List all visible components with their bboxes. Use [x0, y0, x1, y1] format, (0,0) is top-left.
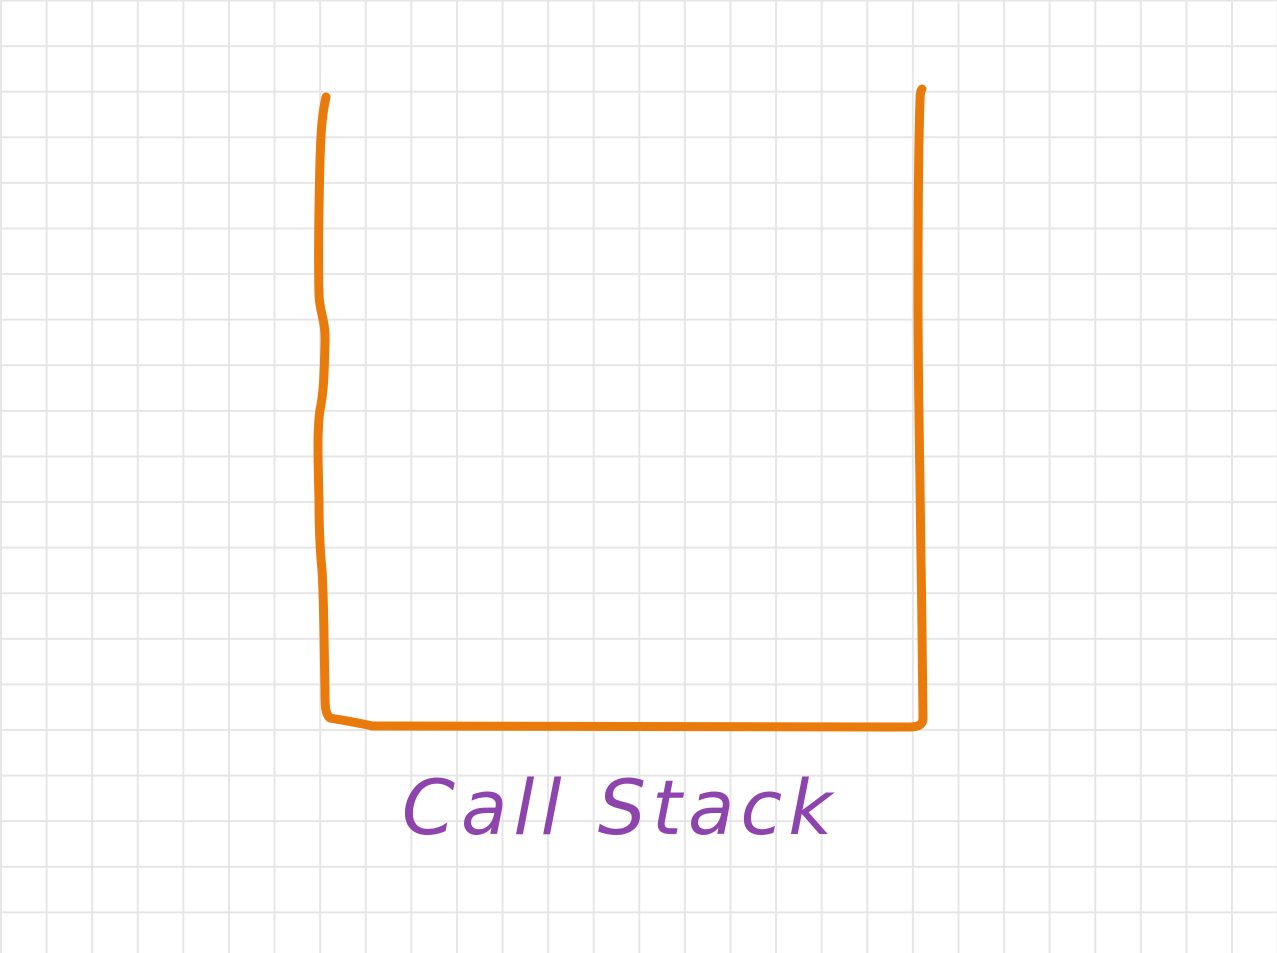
call-stack-container: [313, 84, 928, 732]
call-stack-label: Call Stack: [401, 763, 839, 852]
